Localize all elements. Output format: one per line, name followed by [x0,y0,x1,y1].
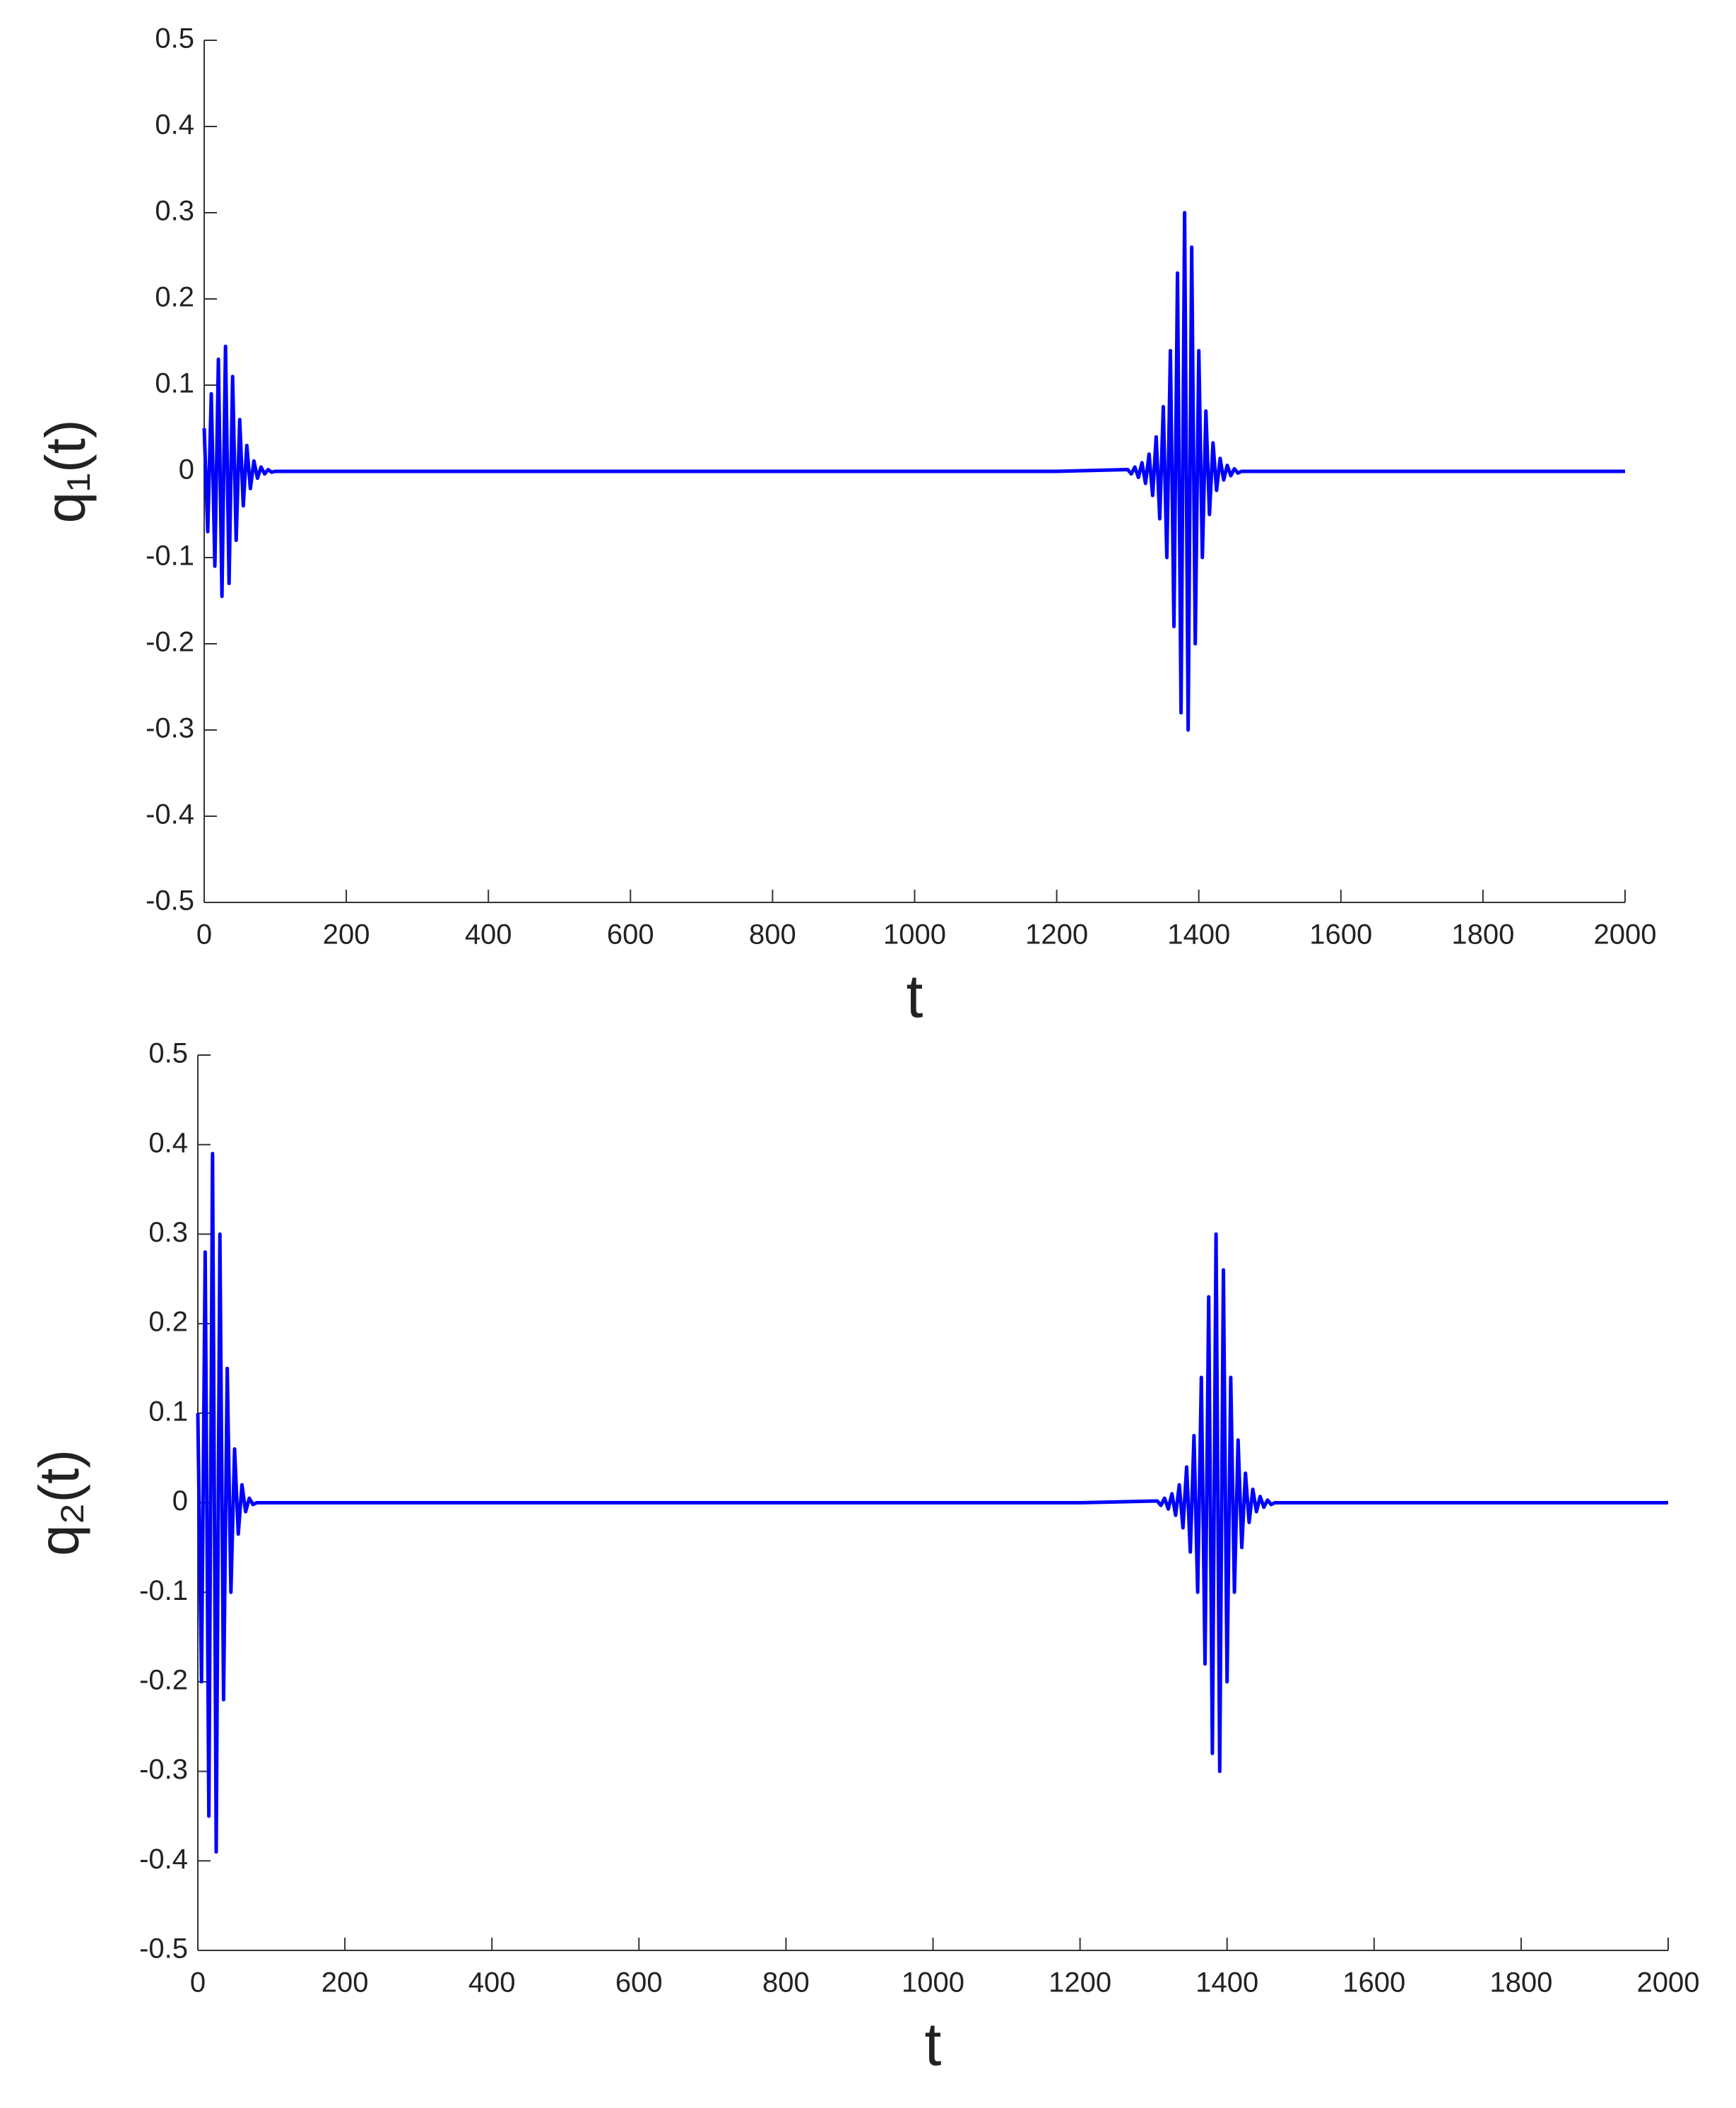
y-tick-label: -0.2 [146,627,194,658]
x-tick-label: 1400 [1195,1967,1258,1998]
y-axis-label: q₂(t) [28,1449,90,1556]
data-line [202,211,1625,732]
x-tick-label: 1000 [902,1967,964,1998]
y-tick-label: 0.4 [148,1127,188,1158]
x-axis-label: t [907,963,923,1031]
x-tick-label: 2000 [1637,1967,1700,1998]
y-tick-label: 0.2 [148,1307,188,1338]
x-tick-label: 1800 [1451,919,1514,950]
x-tick-label: 1600 [1342,1967,1405,1998]
x-tick-label: 400 [465,919,512,950]
x-tick-label: 1400 [1167,919,1230,950]
x-tick-label: 0 [196,919,212,950]
y-tick-label: -0.1 [146,541,194,572]
y-tick-label: -0.4 [139,1844,188,1875]
x-tick-label: 400 [468,1967,516,1998]
x-tick-label: 800 [762,1967,810,1998]
y-tick-label: 0 [172,1485,188,1517]
y-tick-label: -0.5 [139,1933,188,1965]
x-tick-label: 0 [190,1967,206,1998]
x-tick-label: 2000 [1594,919,1657,950]
y-tick-label: -0.5 [146,885,194,917]
y-tick-label: 0.5 [148,1038,188,1069]
x-tick-label: 1600 [1309,919,1372,950]
x-tick-label: 600 [607,919,654,950]
y-tick-label: -0.4 [146,799,194,830]
x-tick-label: 1800 [1489,1967,1552,1998]
y-axis-label: q₁(t) [34,420,97,524]
x-tick-label: 600 [615,1967,663,1998]
y-tick-label: 0 [179,454,194,485]
x-tick-label: 200 [323,919,370,950]
y-tick-label: 0.1 [155,368,194,399]
y-tick-label: 0.3 [148,1217,188,1248]
y-tick-label: 0.1 [148,1396,188,1427]
x-tick-label: 200 [321,1967,369,1998]
data-line [196,1151,1668,1854]
y-tick-label: -0.2 [139,1664,188,1695]
y-tick-label: 0.2 [155,282,194,313]
y-tick-label: 0.5 [155,23,194,54]
y-tick-label: 0.4 [155,110,194,141]
x-axis-label: t [925,2011,942,2079]
y-tick-label: -0.1 [139,1575,188,1606]
x-tick-label: 1000 [883,919,946,950]
y-tick-label: 0.3 [155,196,194,227]
y-tick-label: -0.3 [139,1754,188,1785]
y-tick-label: -0.3 [146,713,194,744]
x-tick-label: 1200 [1025,919,1088,950]
x-tick-label: 1200 [1049,1967,1111,1998]
x-tick-label: 800 [749,919,796,950]
